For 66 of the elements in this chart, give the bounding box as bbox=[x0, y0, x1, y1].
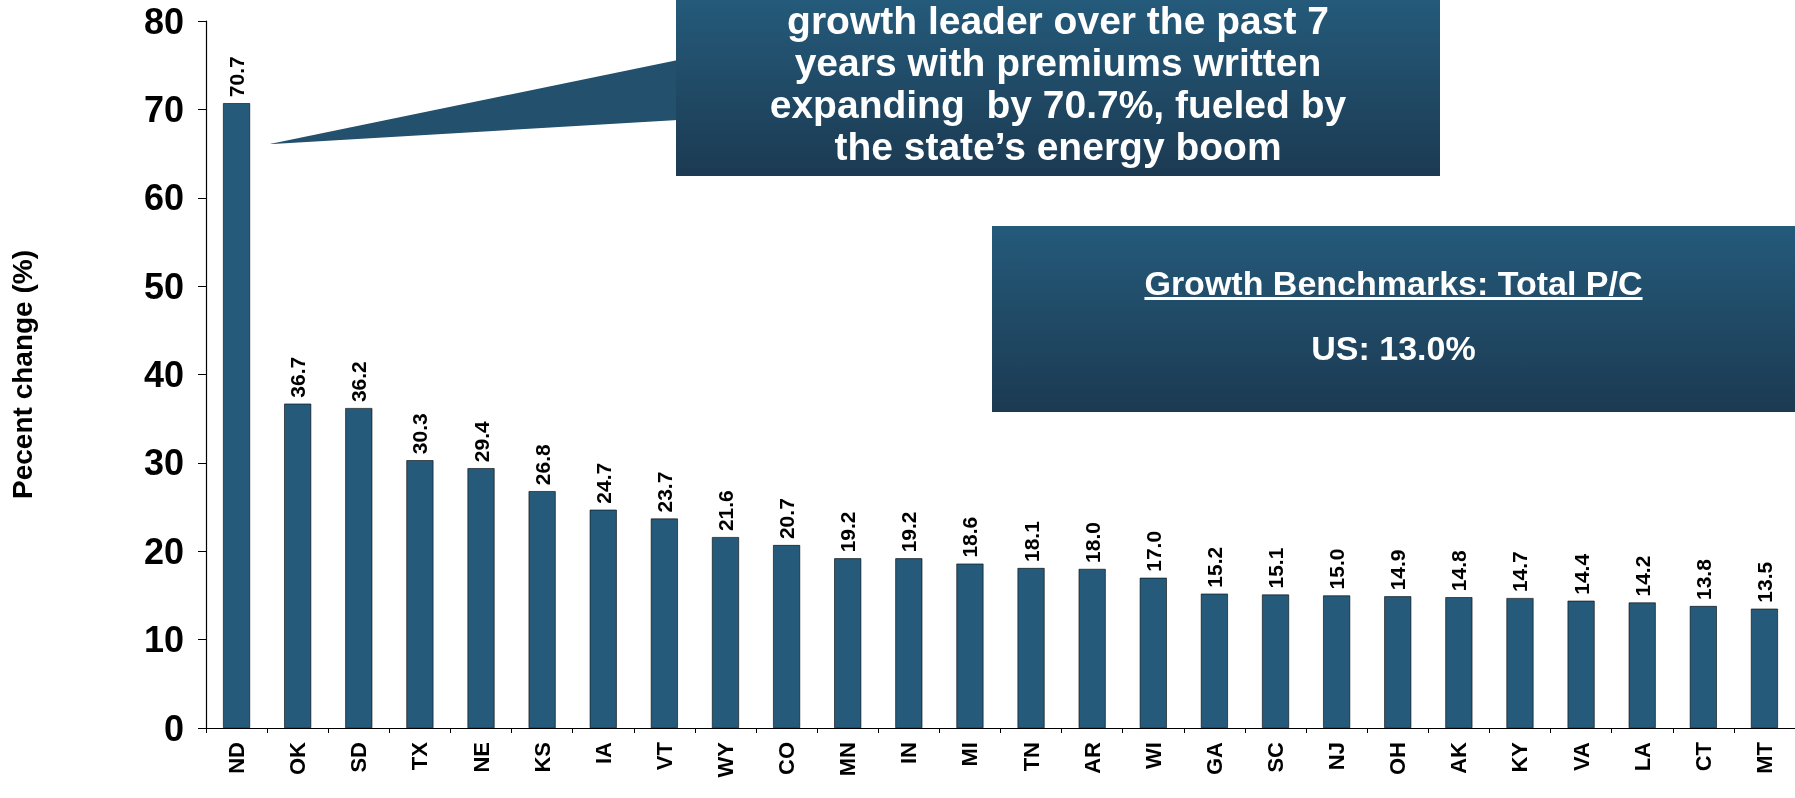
x-tick-label: NJ bbox=[1324, 742, 1350, 771]
x-tick-label: KY bbox=[1507, 741, 1533, 773]
x-tick-label: CT bbox=[1690, 741, 1716, 772]
x-tick-label: LA bbox=[1629, 741, 1655, 772]
annotation: Growth Benchmarks: Total P/C bbox=[1143, 264, 1644, 303]
y-tick-label: 70 bbox=[143, 88, 184, 130]
y-tick-label: 50 bbox=[143, 265, 184, 307]
data-label: 14.8 bbox=[1447, 550, 1471, 592]
x-tick-label: MN bbox=[835, 742, 861, 777]
data-label: 15.1 bbox=[1264, 547, 1288, 589]
y-tick-label: 0 bbox=[163, 707, 184, 749]
data-label: 18.0 bbox=[1080, 522, 1104, 563]
x-tick-label: VT bbox=[651, 741, 677, 771]
x-tick-label: AR bbox=[1079, 741, 1105, 774]
data-label: 36.2 bbox=[347, 361, 371, 403]
data-label: 24.7 bbox=[591, 462, 615, 504]
x-tick-label: MT bbox=[1751, 741, 1777, 774]
x-tick-label: ND bbox=[224, 742, 250, 774]
data-label: 21.6 bbox=[713, 490, 737, 532]
y-tick-label: 30 bbox=[143, 442, 184, 484]
data-label: 19.2 bbox=[836, 511, 860, 553]
x-tick-label: WI bbox=[1140, 742, 1166, 769]
data-label: 70.7 bbox=[225, 56, 249, 98]
data-label: 15.2 bbox=[1202, 546, 1226, 588]
annotation: US: 13.0% bbox=[1310, 329, 1477, 368]
data-label: 13.5 bbox=[1752, 561, 1776, 603]
x-tick-label: KS bbox=[529, 742, 555, 773]
data-label: 23.7 bbox=[652, 471, 676, 513]
y-axis-title: Pecent change (%) bbox=[6, 250, 38, 499]
y-tick-label: 20 bbox=[143, 530, 184, 572]
data-label: 30.3 bbox=[408, 413, 432, 455]
x-tick-label: OH bbox=[1385, 742, 1411, 775]
data-label: 17.0 bbox=[1141, 530, 1165, 572]
y-tick-label: 40 bbox=[143, 354, 184, 395]
y-tick-label: 60 bbox=[143, 177, 184, 219]
data-label: 18.6 bbox=[958, 516, 982, 558]
x-tick-label: IN bbox=[896, 742, 922, 764]
data-label: 14.7 bbox=[1508, 551, 1532, 593]
data-label: 14.2 bbox=[1630, 555, 1654, 597]
x-tick-label: GA bbox=[1201, 741, 1227, 775]
x-tick-label: IA bbox=[590, 741, 616, 764]
data-label: 15.0 bbox=[1325, 548, 1349, 590]
text-panel: Growth Benchmarks: Total P/C US: 13.0% bbox=[992, 226, 1795, 412]
data-label: 18.1 bbox=[1019, 520, 1043, 563]
data-label: 36.7 bbox=[286, 356, 310, 398]
data-label: 13.8 bbox=[1691, 558, 1715, 601]
x-tick-label: TN bbox=[1018, 742, 1044, 772]
data-label: 14.4 bbox=[1569, 553, 1593, 595]
x-tick-label: SD bbox=[346, 742, 372, 773]
x-tick-label: AK bbox=[1446, 741, 1472, 774]
annotation: growth leader over the past 7 years with premiums written expanding by 70.7%, fueled by the state’s energy boom bbox=[675, 0, 1440, 176]
x-tick-label: VA bbox=[1568, 741, 1594, 771]
x-tick-label: CO bbox=[774, 742, 800, 775]
x-tick-label: NE bbox=[468, 742, 494, 773]
data-label: 26.8 bbox=[530, 443, 554, 486]
data-label: 20.7 bbox=[775, 498, 799, 540]
x-tick-label: OK bbox=[285, 741, 311, 775]
data-label: 29.4 bbox=[469, 420, 493, 463]
y-tick-label: 10 bbox=[143, 619, 184, 661]
y-tick-label: 80 bbox=[143, 0, 184, 42]
x-tick-label: TX bbox=[407, 741, 433, 771]
x-tick-label: WY bbox=[712, 741, 738, 778]
x-tick-label: SC bbox=[1263, 741, 1289, 773]
data-label: 14.9 bbox=[1386, 549, 1410, 591]
data-label: 19.2 bbox=[897, 511, 921, 553]
x-tick-label: MI bbox=[957, 742, 983, 767]
